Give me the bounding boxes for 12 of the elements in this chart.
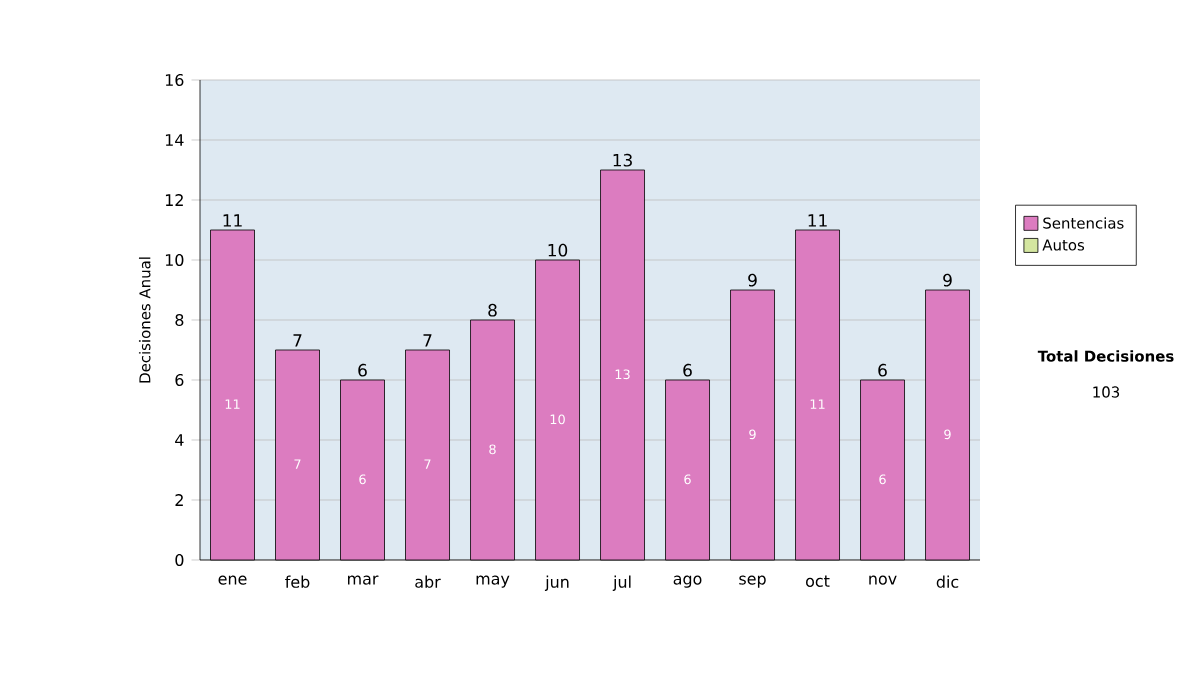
total-label: 11 — [223, 214, 242, 227]
total-label: 7 — [293, 334, 302, 347]
total-label: 9 — [943, 273, 952, 287]
total-label: 8 — [488, 303, 497, 317]
total-label: 10 — [548, 243, 568, 257]
total-label: 7 — [423, 334, 432, 347]
total-label: 6 — [358, 363, 367, 377]
total-label: 11 — [808, 214, 827, 227]
total-label: 13 — [613, 153, 632, 167]
total-label: 9 — [748, 273, 757, 287]
total-label: 6 — [683, 363, 692, 377]
total-label: 6 — [878, 363, 887, 377]
